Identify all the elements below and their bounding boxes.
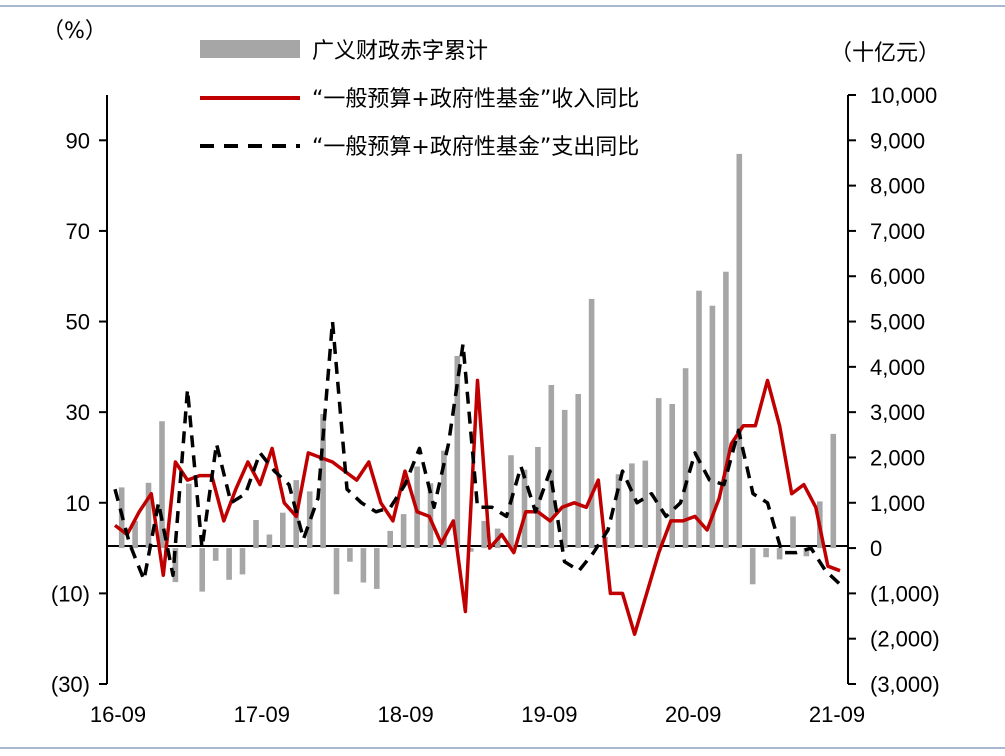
left-tick-label: 90 (66, 128, 90, 153)
bars-series (118, 153, 837, 595)
bar (347, 548, 353, 562)
left-tick-label: 30 (66, 400, 90, 425)
bar (280, 512, 286, 548)
bar (830, 433, 837, 549)
x-tick-label: 19-09 (521, 702, 577, 727)
bar (696, 290, 702, 548)
right-tick-label: (2,000) (870, 627, 940, 652)
right-tick-label: 7,000 (870, 219, 925, 244)
bar (561, 409, 568, 549)
bar (521, 469, 528, 549)
left-axis-ticks: 90 70 50 30 10 (10) (30) (51, 128, 107, 697)
right-tick-label: 6,000 (870, 264, 925, 289)
bar (320, 414, 326, 549)
legend: 广义财政赤字累计 “一般预算+政府性基金”收入同比 “一般预算+政府性基金”支出… (200, 39, 639, 160)
bar (535, 447, 541, 548)
left-tick-label: 50 (66, 310, 90, 335)
bar (360, 548, 367, 583)
bar (212, 548, 219, 561)
bar (441, 450, 447, 549)
bar (387, 530, 393, 549)
bar (239, 548, 246, 575)
bar (575, 394, 581, 548)
right-unit-label: （十亿元） (830, 41, 940, 66)
bar (454, 356, 461, 549)
bar (723, 271, 729, 549)
bar (172, 548, 179, 583)
x-tick-label: 20-09 (665, 702, 721, 727)
bar (682, 368, 689, 549)
bar (253, 520, 259, 549)
legend-label-bar: 广义财政赤字累计 (312, 39, 488, 64)
left-tick-label: 10 (66, 491, 90, 516)
plot-area: 90 70 50 30 10 (10) (30) 10,000 9,000 8,000 7,000… (51, 83, 940, 727)
right-axis-ticks: 10,000 9,000 8,000 7,000 6,000 5,000 4,000 3,00… (848, 83, 940, 697)
right-tick-label: 1,000 (870, 491, 925, 516)
right-tick-label: 5,000 (870, 310, 925, 335)
bar (306, 491, 313, 548)
legend-swatch-bar (200, 40, 300, 58)
bar (615, 474, 622, 549)
right-tick-label: 10,000 (870, 83, 937, 108)
bar (763, 548, 769, 558)
right-tick-label: 9,000 (870, 128, 925, 153)
bar (669, 404, 675, 549)
bar (709, 305, 716, 549)
left-tick-label: (10) (51, 581, 90, 606)
legend-label-income: “一般预算+政府性基金”收入同比 (312, 87, 639, 112)
bar (803, 548, 810, 557)
x-tick-label: 18-09 (377, 702, 433, 727)
expense-yoy-line (113, 319, 842, 586)
bar (132, 520, 138, 549)
lines-series (113, 319, 842, 636)
bar (749, 548, 756, 585)
x-tick-label: 16-09 (90, 702, 146, 727)
bar (642, 460, 649, 548)
right-tick-label: 4,000 (870, 355, 925, 380)
bar (374, 548, 380, 589)
bar (548, 385, 555, 549)
bar (736, 153, 743, 549)
bar (588, 298, 595, 549)
left-tick-label: (30) (51, 672, 90, 697)
bar (159, 421, 165, 549)
bar (790, 516, 796, 549)
right-tick-label: (1,000) (870, 581, 940, 606)
x-tick-label: 21-09 (809, 702, 865, 727)
bar (776, 548, 783, 560)
x-axis-ticks: 16-09 17-09 18-09 19-09 20-09 21-09 (90, 702, 865, 727)
left-tick-label: 70 (66, 219, 90, 244)
right-tick-label: 8,000 (870, 174, 925, 199)
bar (629, 463, 635, 549)
right-tick-label: 3,000 (870, 400, 925, 425)
right-tick-label: (3,000) (870, 672, 940, 697)
bar (655, 398, 662, 549)
bar (199, 548, 205, 592)
bar (468, 548, 474, 552)
watermark: 大数跨境 (30, 729, 102, 750)
bar (333, 548, 340, 595)
bar (145, 482, 152, 548)
bar (266, 534, 273, 549)
bar (226, 548, 232, 580)
bar (400, 514, 407, 549)
left-unit-label: （%） (42, 19, 107, 44)
bar (186, 483, 192, 548)
right-tick-label: 2,000 (870, 445, 925, 470)
bar (481, 520, 487, 549)
income-yoy-line (113, 378, 841, 636)
legend-label-expense: “一般预算+政府性基金”支出同比 (312, 135, 639, 160)
right-tick-label: 0 (870, 536, 882, 561)
x-tick-label: 17-09 (234, 702, 290, 727)
